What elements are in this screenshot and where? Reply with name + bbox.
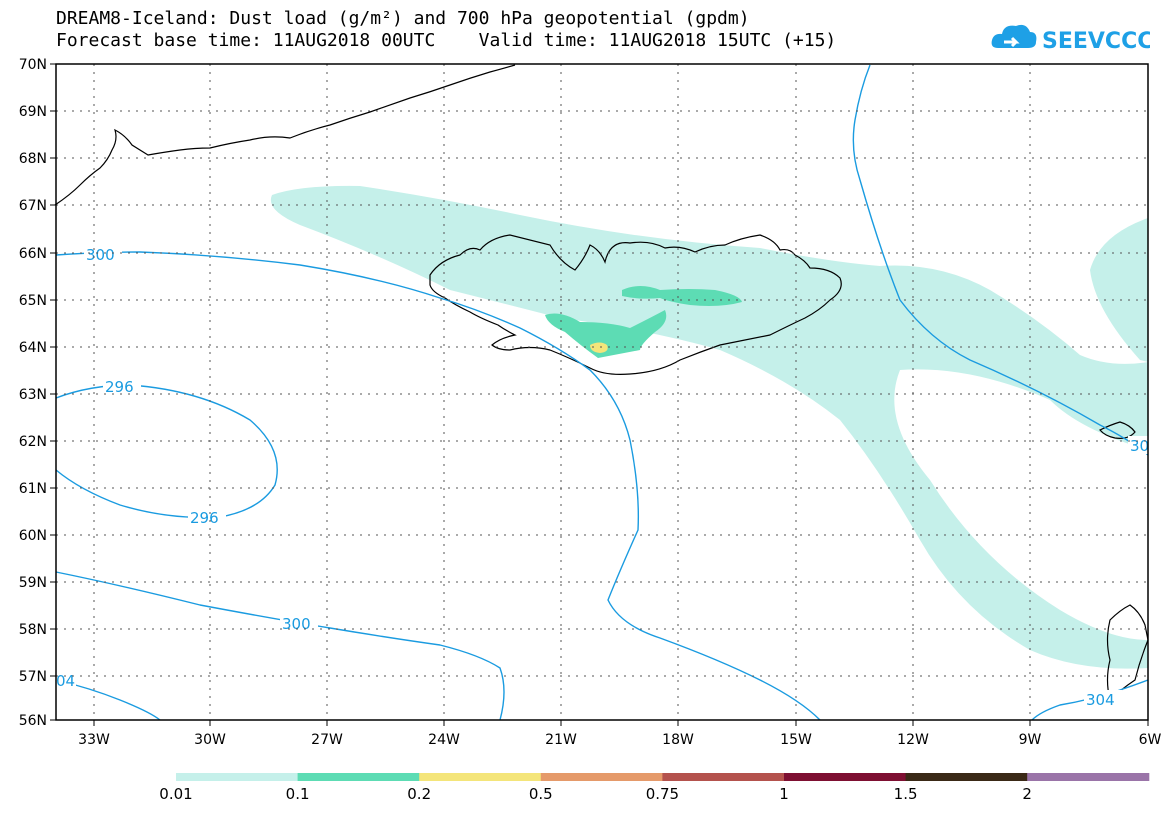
lat-label: 65N: [19, 293, 47, 309]
colorbar-swatch: [662, 773, 785, 781]
greenland-coast: [54, 64, 516, 206]
colorbar-label: 0.5: [529, 785, 553, 803]
geopotential-contours: [55, 64, 1149, 721]
contour-label: 296: [190, 509, 219, 527]
colorbar-label: 0.2: [407, 785, 431, 803]
lon-label: 27W: [311, 732, 343, 748]
contour-label: 300: [86, 246, 115, 264]
dust-level-0.1-a: [545, 310, 667, 358]
colorbar-swatch: [419, 773, 542, 781]
iceland-coast: [429, 234, 842, 375]
latitude-labels: 70N 69N 68N 67N 66N 65N 64N 63N 62N 61N …: [19, 57, 47, 729]
lat-label: 60N: [19, 528, 47, 544]
lon-label: 6W: [1139, 732, 1162, 748]
colorbar-swatch: [905, 773, 1028, 781]
map-title: DREAM8-Iceland: Dust load (g/m²) and 700…: [56, 8, 750, 29]
lon-label: 15W: [780, 732, 812, 748]
britain-coast: [1106, 604, 1149, 702]
coastlines: [54, 64, 1149, 702]
colorbar-swatch: [176, 773, 299, 781]
colorbar: 0.01 0.1 0.2 0.5 0.75 1 1.5 2: [159, 773, 1150, 803]
lon-label: 24W: [428, 732, 460, 748]
colorbar-swatch: [1027, 773, 1150, 781]
colorbar-label: 0.01: [159, 785, 192, 803]
map-frame: [55, 63, 1149, 721]
colorbar-label: 0.1: [286, 785, 310, 803]
lon-label: 21W: [545, 732, 577, 748]
contour-label: 304: [1086, 691, 1115, 709]
lat-label: 61N: [19, 481, 47, 497]
dust-level-0.2: [590, 342, 608, 353]
contour-label: 04: [56, 672, 75, 690]
dust-shading: [270, 185, 1148, 669]
lat-label: 59N: [19, 575, 47, 591]
dust-level-0.01-east: [1090, 218, 1148, 362]
colorbar-label: 1: [779, 785, 789, 803]
faroe-coast: [1099, 421, 1136, 439]
lat-label: 63N: [19, 387, 47, 403]
lat-label: 64N: [19, 340, 47, 356]
lat-label: 66N: [19, 246, 47, 262]
contour-296: [55, 384, 278, 519]
map-subtitle: Forecast base time: 11AUG2018 00UTC Vali…: [56, 30, 837, 51]
longitude-labels: 33W 30W 27W 24W 21W 18W 15W 12W 9W 6W: [78, 732, 1161, 748]
lon-label: 12W: [897, 732, 929, 748]
lon-label: 30W: [194, 732, 226, 748]
contour-300-south: [55, 571, 505, 721]
colorbar-swatch: [540, 773, 663, 781]
contour-300-north: [55, 251, 821, 721]
logo-text: SEEVCCC: [1042, 29, 1150, 54]
lat-label: 56N: [19, 713, 47, 729]
seevccc-logo: SEEVCCC: [991, 24, 1150, 54]
graticule: [56, 64, 1148, 720]
colorbar-label: 2: [1022, 785, 1032, 803]
contour-northeast: [852, 64, 1149, 456]
contour-label: 300: [282, 615, 311, 633]
colorbar-swatch: [297, 773, 420, 781]
lon-label: 33W: [78, 732, 110, 748]
lon-label: 18W: [662, 732, 694, 748]
dust-level-0.1-b: [622, 286, 742, 306]
colorbar-label: 1.5: [894, 785, 918, 803]
lat-label: 58N: [19, 622, 47, 638]
colorbar-label: 0.75: [646, 785, 679, 803]
lat-label: 69N: [19, 104, 47, 120]
lat-label: 67N: [19, 198, 47, 214]
contour-label: 30: [1130, 437, 1149, 455]
colorbar-swatch: [784, 773, 907, 781]
lat-label: 70N: [19, 57, 47, 73]
dust-level-0.01: [270, 185, 1148, 669]
contour-label: 296: [105, 378, 134, 396]
cloud-icon: [991, 24, 1037, 48]
lon-label: 9W: [1019, 732, 1042, 748]
lat-label: 57N: [19, 669, 47, 685]
lat-label: 68N: [19, 151, 47, 167]
lat-label: 62N: [19, 434, 47, 450]
